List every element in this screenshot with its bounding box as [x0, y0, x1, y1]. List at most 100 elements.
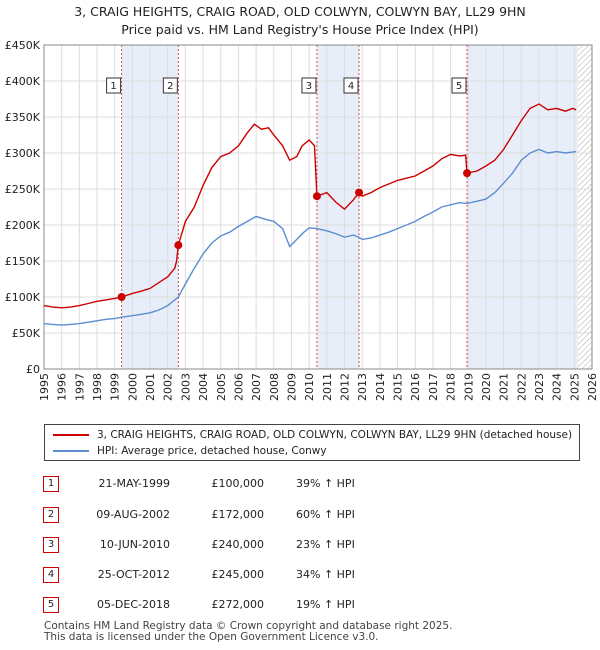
x-tick-label: 2020 — [480, 373, 493, 401]
y-tick-label: £450K — [5, 39, 41, 52]
future-hatch-region — [577, 45, 592, 369]
sale-hpi-change: 39% ↑ HPI — [296, 477, 355, 490]
x-tick-label: 2000 — [126, 373, 139, 401]
x-tick-label: 2023 — [533, 373, 546, 401]
legend-swatch-property — [53, 434, 89, 436]
footer-line1: Contains HM Land Registry data © Crown c… — [44, 620, 453, 632]
x-tick-label: 1995 — [38, 373, 51, 401]
y-tick-label: £300K — [5, 147, 41, 160]
x-tick-label: 2006 — [232, 373, 245, 401]
sale-marker-box — [301, 77, 317, 94]
sale-row: 4 25-OCT-2012 £245,000 34% ↑ HPI — [0, 567, 600, 589]
price-chart: £0 £50K £100K £150K £200K £250K £300K £350K £400… — [5, 39, 599, 401]
sale-marker-box — [343, 77, 359, 94]
x-tick-label: 2018 — [445, 373, 458, 401]
sale-marker-label: 3 — [306, 81, 312, 92]
sale-marker-label: 2 — [167, 81, 173, 92]
sale-hpi-change: 34% ↑ HPI — [296, 568, 355, 581]
sale-marker-label: 1 — [110, 81, 116, 92]
series-line — [43, 148, 577, 326]
plot-border — [43, 44, 593, 370]
sale-marker-label: 5 — [456, 81, 462, 92]
x-tick-label: 2016 — [409, 373, 422, 401]
x-tick-label: 1999 — [109, 373, 122, 401]
x-tick-label: 2001 — [144, 373, 157, 401]
x-tick-label: 1998 — [91, 373, 104, 401]
legend-item-hpi: HPI: Average price, detached house, Conw… — [53, 443, 327, 459]
x-tick-label: 1996 — [56, 373, 69, 401]
y-tick-label: £100K — [5, 291, 41, 304]
shaded-period — [467, 45, 578, 369]
y-tick-label: £150K — [5, 255, 41, 268]
sale-number: 4 — [43, 567, 59, 583]
x-tick-label: 2002 — [162, 373, 175, 401]
x-tick-label: 2007 — [250, 373, 263, 401]
legend-item-property: 3, CRAIG HEIGHTS, CRAIG ROAD, OLD COLWYN… — [53, 427, 572, 443]
x-tick-label: 2004 — [197, 373, 210, 401]
sale-marker-box — [451, 77, 467, 94]
x-tick-label: 2008 — [268, 373, 281, 401]
x-tick-label: 2003 — [179, 373, 192, 401]
x-tick-label: 2021 — [498, 373, 511, 401]
y-tick-label: £0 — [26, 363, 40, 376]
x-tick-label: 2017 — [427, 373, 440, 401]
x-tick-label: 2011 — [321, 373, 334, 401]
sale-price: £100,000 — [211, 477, 265, 490]
sale-point — [463, 169, 472, 178]
x-tick-label: 2019 — [462, 373, 475, 401]
x-tick-label: 2024 — [551, 373, 564, 401]
sale-marker-label: 4 — [348, 81, 354, 92]
sale-row: 3 10-JUN-2010 £240,000 23% ↑ HPI — [0, 537, 600, 559]
sale-hpi-change: 19% ↑ HPI — [296, 598, 355, 611]
chart-title-line2: Price paid vs. HM Land Registry's House … — [121, 22, 479, 37]
x-tick-label: 2013 — [356, 373, 369, 401]
sale-date: 25-OCT-2012 — [97, 568, 170, 581]
sale-price: £240,000 — [211, 538, 265, 551]
footer-line2: This data is licensed under the Open Gov… — [44, 631, 379, 643]
chart-legend: 3, CRAIG HEIGHTS, CRAIG ROAD, OLD COLWYN… — [44, 424, 580, 461]
y-tick-label: £400K — [5, 75, 41, 88]
sale-price: £245,000 — [211, 568, 265, 581]
legend-label-hpi: HPI: Average price, detached house, Conw… — [97, 445, 327, 457]
sale-price: £272,000 — [211, 598, 265, 611]
x-tick-label: 1997 — [73, 373, 86, 401]
sale-date: 21-MAY-1999 — [98, 477, 170, 490]
sale-point — [117, 293, 126, 301]
sale-hpi-change: 60% ↑ HPI — [296, 508, 355, 521]
x-tick-label: 2026 — [586, 373, 599, 401]
footer-attribution: Contains HM Land Registry data © Crown c… — [44, 621, 452, 643]
shaded-period — [316, 45, 360, 369]
chart-title-line1: 3, CRAIG HEIGHTS, CRAIG ROAD, OLD COLWYN… — [74, 4, 526, 19]
sale-marker-box — [106, 77, 122, 94]
sale-point — [312, 192, 321, 201]
x-tick-label: 2009 — [285, 373, 298, 401]
series-line — [43, 103, 577, 309]
sale-number: 1 — [43, 476, 59, 492]
sale-date: 09-AUG-2002 — [96, 508, 170, 521]
x-tick-label: 2012 — [339, 373, 352, 401]
y-tick-label: £250K — [5, 183, 41, 196]
x-tick-label: 2014 — [374, 373, 387, 401]
sale-number: 3 — [43, 537, 59, 553]
sale-row: 2 09-AUG-2002 £172,000 60% ↑ HPI — [0, 507, 600, 529]
y-tick-label: £200K — [5, 219, 41, 232]
sale-number: 5 — [43, 597, 59, 613]
sale-marker-box — [162, 77, 178, 94]
x-tick-label: 2010 — [303, 373, 316, 401]
sale-point — [355, 188, 364, 197]
sale-row: 5 05-DEC-2018 £272,000 19% ↑ HPI — [0, 597, 600, 619]
legend-swatch-hpi — [53, 450, 89, 452]
sale-point — [174, 241, 183, 250]
x-tick-label: 2022 — [515, 373, 528, 401]
x-tick-label: 2025 — [568, 373, 581, 401]
sale-number: 2 — [43, 507, 59, 523]
sale-date: 05-DEC-2018 — [96, 598, 170, 611]
sale-row: 1 21-MAY-1999 £100,000 39% ↑ HPI — [0, 476, 600, 498]
sale-price: £172,000 — [211, 508, 265, 521]
sale-hpi-change: 23% ↑ HPI — [296, 538, 355, 551]
legend-label-property: 3, CRAIG HEIGHTS, CRAIG ROAD, OLD COLWYN… — [97, 429, 573, 441]
y-tick-label: £350K — [5, 111, 41, 124]
x-tick-label: 2005 — [215, 373, 228, 401]
chart-title: 3, CRAIG HEIGHTS, CRAIG ROAD, OLD COLWYN… — [0, 3, 600, 39]
sale-date: 10-JUN-2010 — [99, 538, 170, 551]
